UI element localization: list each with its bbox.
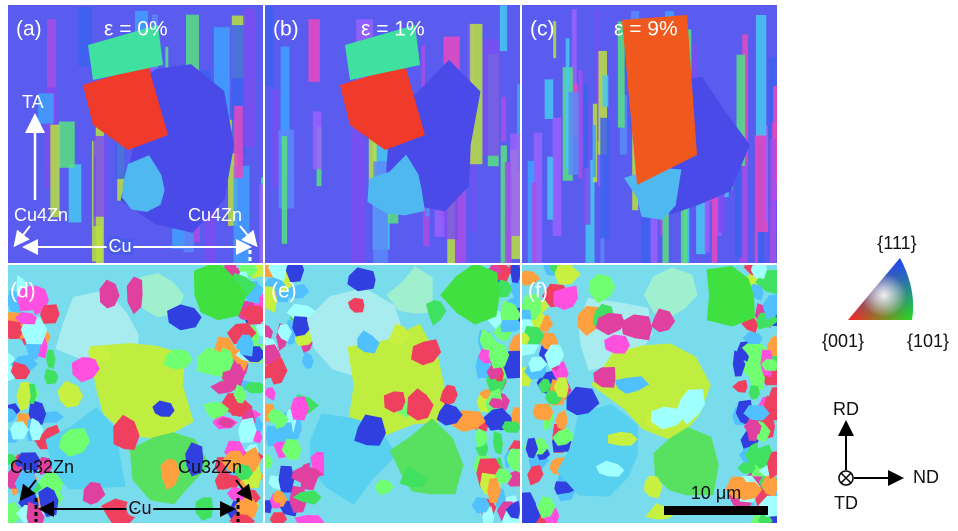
grain — [755, 135, 758, 272]
panel-label: (e) — [271, 280, 297, 303]
grain — [50, 125, 59, 218]
grain — [282, 136, 287, 244]
ipf-legend: {111} {001} {101} — [822, 233, 949, 351]
grain — [756, 15, 766, 136]
annotation: Cu32Zn — [178, 457, 242, 477]
grain — [593, 125, 596, 177]
grain — [579, 70, 583, 179]
panel-label: (f) — [528, 280, 548, 303]
grain — [777, 117, 787, 234]
annotation: TA — [22, 92, 44, 112]
annotation: Cu32Zn — [10, 457, 74, 477]
panel-label: (c) — [530, 18, 555, 41]
ebsd-map — [512, 257, 787, 526]
grain — [484, 39, 500, 155]
grain — [308, 19, 319, 82]
annotation: Cu — [128, 498, 151, 518]
ebsd-maps — [0, 5, 787, 526]
out-of-plane-symbol — [841, 473, 851, 483]
grain — [279, 466, 295, 493]
grain — [501, 97, 506, 142]
ebsd-map — [0, 258, 278, 526]
legend-label: {101} — [907, 331, 949, 351]
grain — [234, 106, 243, 178]
grain — [93, 136, 106, 217]
annotation: Cu4Zn — [188, 205, 242, 225]
annotation: Cu4Zn — [14, 205, 68, 225]
ebsd-map — [265, 5, 532, 307]
strain-label: ε = 9% — [614, 18, 678, 41]
direction-label: ND — [913, 467, 939, 487]
grain — [69, 164, 82, 222]
grain — [351, 128, 366, 263]
grain — [500, 5, 507, 51]
grain — [59, 122, 75, 168]
annotation: Cu — [108, 236, 131, 256]
direction-label: RD — [833, 399, 859, 419]
grain — [532, 183, 536, 270]
grain — [584, 86, 589, 168]
grain — [568, 92, 578, 175]
grain — [243, 9, 255, 147]
panel-label: (a) — [16, 18, 42, 41]
strain-label: ε = 0% — [104, 18, 168, 41]
grain — [770, 139, 776, 281]
panel-label: (d) — [10, 280, 36, 303]
grain — [273, 90, 279, 187]
legend-label: {111} — [877, 233, 916, 253]
figure: (a) ε = 0% (b) ε = 1% (c) ε = 9% (d) (e)… — [0, 0, 958, 526]
panel-label: (b) — [273, 18, 299, 41]
direction-axes: RD ND TD — [833, 399, 939, 513]
scale-label: 10 μm — [691, 483, 741, 503]
direction-label: TD — [834, 493, 858, 513]
ebsd-map — [522, 5, 787, 311]
strain-label: ε = 1% — [361, 18, 425, 41]
grain — [313, 111, 322, 169]
legend-label: {001} — [822, 331, 864, 351]
grain — [545, 79, 554, 119]
scale-bar — [664, 506, 768, 515]
grain — [600, 118, 609, 239]
ebsd-map — [8, 5, 276, 302]
grain — [500, 320, 524, 332]
grain — [602, 75, 608, 106]
grain — [553, 118, 561, 236]
ipf-triangle — [848, 258, 913, 320]
grain — [765, 125, 768, 221]
